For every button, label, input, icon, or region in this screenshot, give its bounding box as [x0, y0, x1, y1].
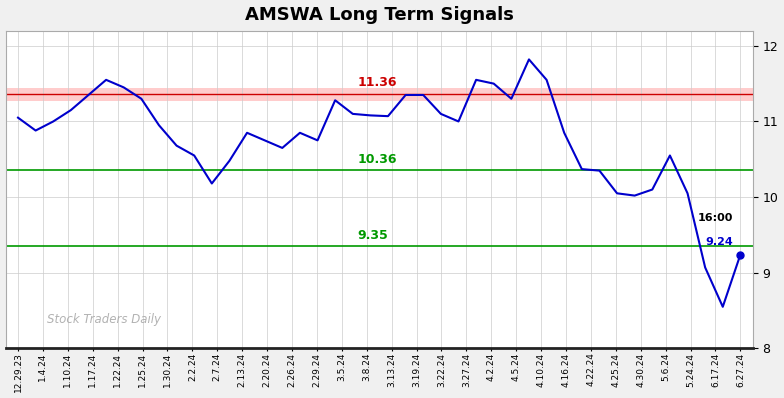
Text: 10.36: 10.36	[358, 153, 397, 166]
Text: 16:00: 16:00	[698, 213, 733, 223]
Text: 9.35: 9.35	[358, 230, 388, 242]
Text: Stock Traders Daily: Stock Traders Daily	[47, 313, 161, 326]
Text: 11.36: 11.36	[358, 76, 397, 89]
Text: 9.24: 9.24	[705, 237, 733, 247]
Title: AMSWA Long Term Signals: AMSWA Long Term Signals	[245, 6, 514, 23]
Bar	[5, 88, 753, 101]
